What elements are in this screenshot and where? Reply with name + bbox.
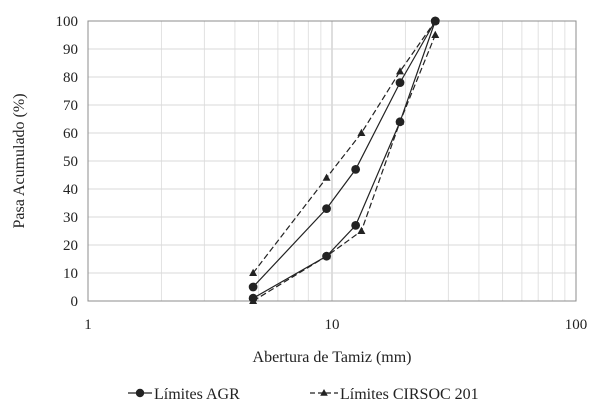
y-tick-label: 40 — [63, 182, 78, 198]
data-point — [351, 221, 361, 230]
y-tick-label: 20 — [63, 238, 78, 254]
x-axis-title: Abertura de Tamiz (mm) — [253, 349, 412, 366]
legend-item-limites-agr: Límites AGR — [128, 386, 240, 403]
data-point — [431, 16, 440, 24]
data-point — [396, 117, 405, 125]
grid — [88, 21, 576, 301]
data-point — [248, 282, 258, 292]
data-point — [322, 252, 331, 260]
y-tick-label: 50 — [63, 154, 78, 170]
data-point — [431, 30, 440, 38]
data-point — [351, 165, 361, 174]
y-tick-label: 0 — [71, 294, 79, 310]
legend: Límites AGR Límites CIRSOC 201 — [128, 386, 479, 403]
data-point — [249, 296, 258, 304]
x-tick-label: 100 — [565, 317, 588, 333]
series-line-upper — [252, 20, 436, 274]
data-point — [322, 173, 331, 181]
legend-marker-circle — [135, 388, 145, 398]
legend-item-limites-cirsoc-201: Límites CIRSOC 201 — [310, 386, 479, 403]
x-tick-label: 10 — [325, 317, 340, 333]
data-point — [249, 268, 258, 276]
series-limites-cirsoc-201 — [249, 16, 440, 304]
data-point — [396, 67, 405, 75]
legend-marker-triangle — [320, 389, 328, 396]
y-tick-label: 90 — [63, 42, 78, 58]
data-point — [357, 128, 366, 136]
series-group — [248, 16, 440, 304]
data-point — [395, 78, 405, 87]
y-axis-title: Pasa Acumulado (%) — [11, 93, 28, 228]
y-tick-label: 30 — [63, 210, 78, 226]
data-point — [357, 226, 366, 234]
legend-label-limites-cirsoc-201: Límites CIRSOC 201 — [340, 386, 479, 403]
y-tick-label: 60 — [63, 126, 78, 142]
x-tick-label: 1 — [84, 317, 92, 333]
y-tick-label: 100 — [56, 14, 79, 30]
data-point — [322, 204, 331, 214]
plot-area-frame — [87, 20, 577, 302]
y-tick-label: 80 — [63, 70, 78, 86]
legend-label-limites-agr: Límites AGR — [154, 386, 240, 403]
y-tick-label: 10 — [63, 266, 78, 282]
y-tick-label: 70 — [63, 98, 78, 114]
